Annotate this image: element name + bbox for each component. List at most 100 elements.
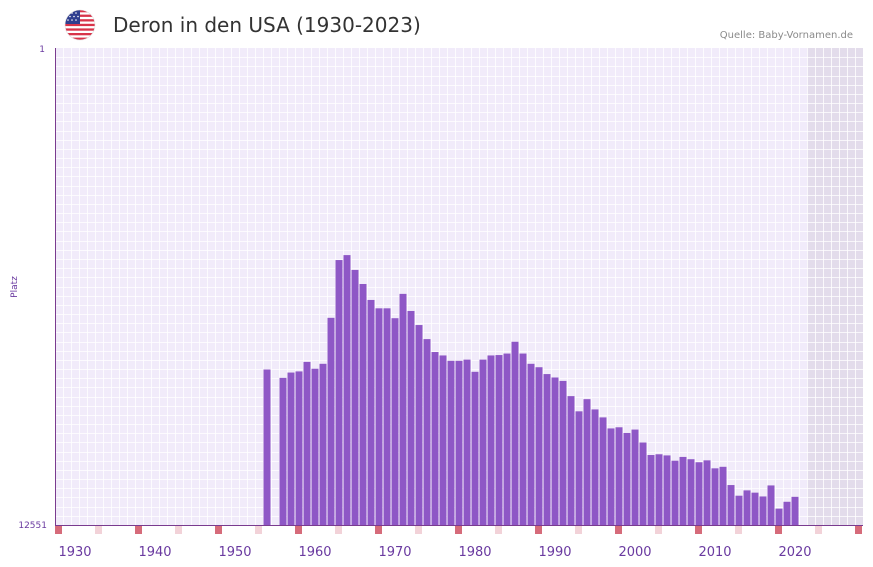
x-tick-label: 2020 (778, 545, 811, 560)
decade-marker (295, 525, 302, 534)
bar (447, 360, 455, 525)
bar (439, 355, 447, 525)
bar (599, 417, 607, 525)
half-decade-marker (495, 525, 502, 534)
bar (647, 455, 655, 525)
bar (615, 427, 623, 525)
bar (319, 363, 327, 525)
bar (783, 501, 791, 525)
bar (479, 359, 487, 525)
y-axis-title: Platz (10, 276, 20, 298)
bar (775, 508, 783, 525)
bars (263, 255, 799, 526)
bar (519, 353, 527, 525)
bar (399, 293, 407, 525)
bar (407, 310, 415, 525)
decade-marker (135, 525, 142, 534)
bar (567, 396, 575, 525)
bar (495, 355, 503, 525)
bar (263, 369, 271, 525)
decade-marker (695, 525, 702, 534)
bar (455, 360, 463, 525)
x-tick-label: 1990 (538, 545, 571, 560)
bar (487, 355, 495, 525)
decade-marker (215, 525, 222, 534)
bar (711, 468, 719, 525)
bar (591, 409, 599, 525)
half-decade-marker (335, 525, 342, 534)
bar (751, 492, 759, 525)
bar (679, 456, 687, 525)
x-tick-label: 1970 (378, 545, 411, 560)
bar (535, 367, 543, 525)
y-top-label: 1 (39, 45, 45, 55)
bar (503, 353, 511, 525)
bar (431, 352, 439, 525)
bar (343, 255, 351, 526)
bar (759, 496, 767, 525)
half-decade-marker (575, 525, 582, 534)
bar (367, 299, 375, 525)
bar (663, 455, 671, 525)
bar (743, 490, 751, 525)
bar (735, 495, 743, 525)
bar (695, 462, 703, 525)
half-decade-marker (255, 525, 262, 534)
bar (471, 371, 479, 525)
bar (375, 308, 383, 525)
bar (767, 485, 775, 525)
bar (631, 429, 639, 525)
bar (391, 318, 399, 525)
decade-marker (535, 525, 542, 534)
half-decade-marker (815, 525, 822, 534)
y-bottom-label: 12551 (18, 521, 47, 531)
bar (623, 432, 631, 525)
bar (791, 496, 799, 525)
half-decade-marker (735, 525, 742, 534)
x-tick-label: 1960 (298, 545, 331, 560)
decade-marker (375, 525, 382, 534)
source-label: Quelle: Baby-Vornamen.de (719, 30, 853, 41)
bar (359, 283, 367, 525)
future-band (807, 48, 863, 525)
bar (671, 460, 679, 525)
decade-markers (55, 525, 862, 534)
half-decade-marker (655, 525, 662, 534)
half-decade-marker (95, 525, 102, 534)
bar (279, 377, 287, 525)
bar (727, 485, 735, 525)
x-tick-label: 1980 (458, 545, 491, 560)
bar (423, 339, 431, 525)
bar (559, 380, 567, 525)
bar (463, 359, 471, 525)
page-title: Deron in den USA (1930-2023) (113, 13, 421, 37)
bar (351, 269, 359, 525)
x-tick-label: 2010 (698, 545, 731, 560)
bar (527, 363, 535, 525)
x-tick-labels: 1930 1940 1950 1960 1970 1980 1990 2000 2010 2020 (58, 545, 811, 560)
bar (511, 341, 519, 525)
decade-marker (55, 525, 62, 534)
bar (575, 411, 583, 525)
bar (607, 428, 615, 525)
decade-marker (775, 525, 782, 534)
half-decade-marker (175, 525, 182, 534)
bar (687, 459, 695, 525)
decade-marker (455, 525, 462, 534)
bar (295, 371, 303, 525)
bar (303, 361, 311, 525)
bar (415, 325, 423, 525)
x-tick-label: 1950 (218, 545, 251, 560)
bar (335, 260, 343, 525)
bar (583, 399, 591, 525)
bar (327, 317, 335, 525)
decade-marker (855, 525, 862, 534)
bar (703, 460, 711, 525)
x-tick-label: 1930 (58, 545, 91, 560)
x-tick-label: 1940 (138, 545, 171, 560)
bar (639, 442, 647, 525)
half-decade-marker (415, 525, 422, 534)
x-tick-label: 2000 (618, 545, 651, 560)
bar (655, 454, 663, 525)
